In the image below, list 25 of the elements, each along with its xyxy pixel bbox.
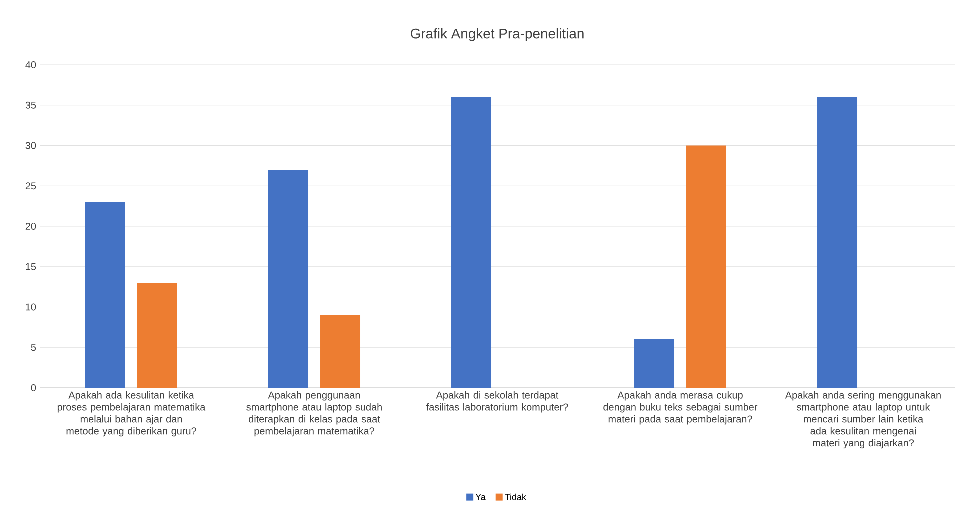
bar bbox=[818, 97, 858, 388]
x-tick-label: Apakah ada kesulitan ketika proses pembelajaran matematika melalui bahan ajar dan metode yang diberikan guru? bbox=[58, 392, 206, 437]
legend-label: Ya bbox=[476, 494, 486, 500]
y-tick-label: 30 bbox=[26, 142, 36, 150]
x-tick-label: Apakah anda sering menggunakan smartphone atau laptop untuk mencari sumber lain ketika ada kesulitan mengenai materi yang diajarkan? bbox=[785, 392, 941, 449]
x-tick-label: Apakah anda merasa cukup dengan buku teks sebagai sumber materi pada saat pembelajaran? bbox=[604, 392, 758, 425]
y-tick-label: 5 bbox=[31, 344, 36, 352]
y-tick-label: 15 bbox=[26, 263, 36, 270]
bar bbox=[138, 283, 178, 388]
bar bbox=[86, 202, 126, 388]
bar bbox=[268, 170, 309, 388]
bar bbox=[634, 340, 675, 388]
bar bbox=[686, 146, 727, 388]
y-tick-label: 25 bbox=[26, 182, 36, 190]
y-tick-label: 35 bbox=[26, 102, 36, 109]
legend-label: Tidak bbox=[505, 494, 526, 500]
bar bbox=[452, 97, 492, 388]
chart-title: Grafik Angket Pra-penelitian bbox=[410, 28, 584, 42]
x-tick-label: Apakah di sekolah terdapat fasilitas laboratorium komputer? bbox=[426, 392, 568, 413]
y-tick-label: 0 bbox=[31, 384, 36, 392]
bar bbox=[320, 315, 361, 388]
x-tick-label: Apakah penggunaan smartphone atau laptop sudah diterapkan di kelas pada saat pembelajaran matematika? bbox=[246, 392, 382, 437]
y-tick-label: 10 bbox=[26, 304, 36, 311]
y-tick-label: 20 bbox=[26, 222, 36, 230]
y-tick-label: 40 bbox=[26, 61, 36, 69]
